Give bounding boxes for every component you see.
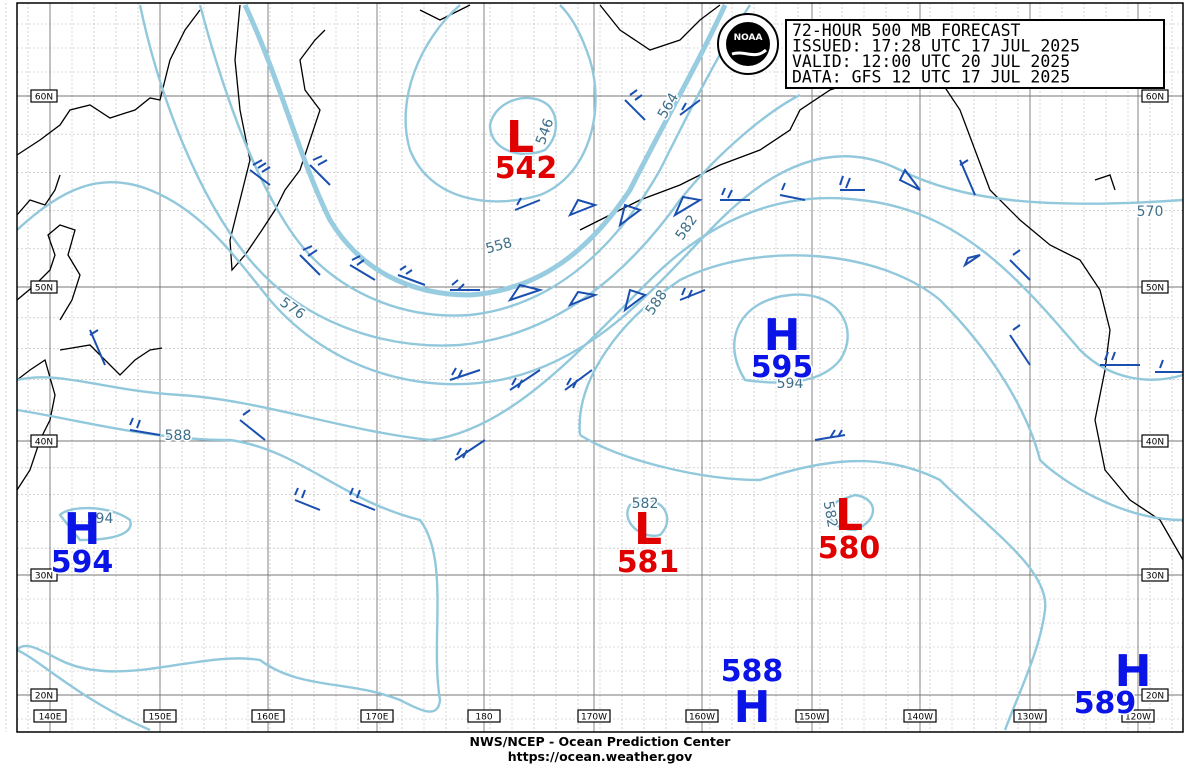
header-line: VALID: 12:00 UTC 20 JUL 2025 bbox=[792, 52, 1070, 71]
coordinate-label: 50N bbox=[35, 284, 53, 294]
center-symbol: L bbox=[506, 112, 534, 163]
noaa-logo: NOAA bbox=[717, 13, 779, 75]
coordinate-label: 30N bbox=[1146, 572, 1164, 582]
contour-label: 582 bbox=[632, 496, 659, 512]
center-value: 588 bbox=[721, 654, 784, 689]
label-box bbox=[1141, 568, 1169, 582]
label-box bbox=[30, 280, 58, 294]
label-box bbox=[685, 709, 719, 723]
svg-text:NOAA: NOAA bbox=[734, 33, 763, 43]
label-box bbox=[577, 709, 611, 723]
label-box bbox=[903, 709, 937, 723]
coordinate-label: 20N bbox=[35, 692, 53, 702]
center-symbol: L bbox=[634, 504, 662, 555]
coordinate-label: 170E bbox=[366, 713, 389, 723]
label-box bbox=[251, 709, 285, 723]
contour-label: 582 bbox=[820, 500, 840, 529]
label-box bbox=[1141, 688, 1169, 702]
coordinate-label: 40N bbox=[35, 438, 53, 448]
label-box bbox=[795, 709, 829, 723]
coordinate-label: 160E bbox=[257, 713, 280, 723]
header-line: DATA: GFS 12 UTC 17 JUL 2025 bbox=[792, 68, 1070, 87]
label-box bbox=[467, 709, 501, 723]
label-box bbox=[1121, 709, 1155, 723]
contour-label: 594 bbox=[777, 376, 804, 392]
coordinate-label: 50N bbox=[1146, 284, 1164, 294]
center-value: 595 bbox=[751, 350, 814, 385]
coordinate-label: 130W bbox=[1017, 713, 1043, 723]
center-value: 580 bbox=[818, 531, 881, 566]
center-symbol: H bbox=[1115, 646, 1152, 697]
center-symbol: H bbox=[64, 504, 101, 555]
coordinate-label: 60N bbox=[1146, 93, 1164, 103]
wind-barbs bbox=[89, 89, 1183, 511]
label-box bbox=[30, 688, 58, 702]
center-value: 581 bbox=[617, 545, 680, 580]
center-symbol: H bbox=[764, 310, 801, 361]
label-box bbox=[360, 709, 394, 723]
label-box bbox=[1141, 434, 1169, 448]
contours bbox=[16, 3, 1184, 732]
label-box bbox=[33, 709, 67, 723]
header-line: ISSUED: 17:28 UTC 17 JUL 2025 bbox=[792, 37, 1080, 56]
coordinate-label: 150E bbox=[149, 713, 172, 723]
coordinate-label: 60N bbox=[35, 93, 53, 103]
label-box bbox=[30, 89, 58, 103]
coordinate-label: 160W bbox=[689, 713, 715, 723]
label-box bbox=[1013, 709, 1047, 723]
footer-line: NWS/NCEP - Ocean Prediction Center bbox=[470, 734, 732, 749]
header-box bbox=[785, 19, 1165, 89]
header-line: 72-HOUR 500 MB FORECAST bbox=[792, 21, 1021, 40]
contour-label: 588 bbox=[165, 428, 192, 444]
coordinate-label: 180 bbox=[475, 713, 492, 723]
label-box bbox=[1141, 280, 1169, 294]
center-symbol: H bbox=[734, 682, 771, 733]
coordinate-label: 170W bbox=[581, 713, 607, 723]
center-value: 589 bbox=[1074, 686, 1137, 721]
center-symbol: L bbox=[835, 490, 863, 541]
label-box bbox=[30, 434, 58, 448]
center-value: 542 bbox=[495, 151, 558, 186]
label-box bbox=[1141, 89, 1169, 103]
coordinate-label: 120W bbox=[1125, 713, 1151, 723]
coordinate-label: 40N bbox=[1146, 438, 1164, 448]
coordinate-label: 30N bbox=[35, 572, 53, 582]
label-box bbox=[143, 709, 177, 723]
coordinate-label: 140E bbox=[39, 713, 62, 723]
label-box bbox=[30, 568, 58, 582]
coordinate-label: 140W bbox=[907, 713, 933, 723]
map-frame bbox=[16, 2, 1184, 733]
footer-url: https://ocean.weather.gov bbox=[508, 749, 693, 764]
center-value: 594 bbox=[51, 545, 114, 580]
contour-label: 594 bbox=[87, 511, 114, 527]
contour-label: 570 bbox=[1137, 204, 1164, 220]
coordinate-label: 20N bbox=[1146, 692, 1164, 702]
coordinate-label: 150W bbox=[799, 713, 825, 723]
